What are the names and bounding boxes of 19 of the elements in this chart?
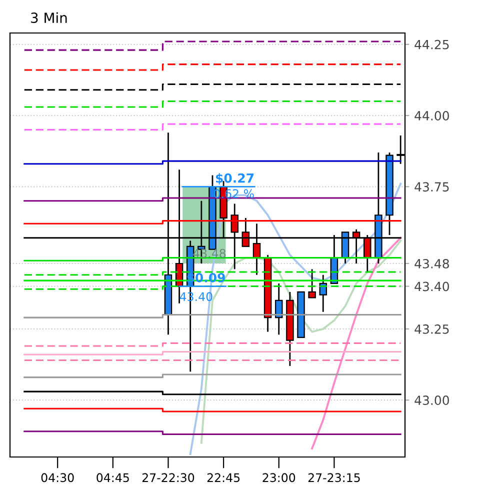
y-tick-label: 44.25 [414, 40, 449, 50]
line-series [311, 236, 402, 450]
candlestick [308, 268, 316, 298]
x-tick-label: 22:45 [207, 473, 240, 482]
x-tick-label: 04:30 [41, 473, 74, 482]
x-tick-label: 23:00 [262, 473, 296, 482]
y-tick-label: 44.00 [414, 110, 449, 120]
x-tick-label: 04:45 [96, 473, 129, 482]
y-tick-label: 43.25 [414, 324, 449, 334]
chart-title: 3 Min [31, 12, 67, 24]
candlestick [319, 274, 327, 313]
y-tick-label: 43.00 [414, 396, 449, 406]
y-tick-label: 43.40 [414, 282, 449, 292]
x-tick-label: 27-23:15 [308, 473, 360, 482]
annotation: $0.09 [187, 272, 225, 284]
y-tick-label: 43.48 [414, 258, 449, 268]
y-tick-label: 43.75 [414, 182, 449, 192]
x-tick-label: 27-22:30 [142, 473, 194, 482]
annotation: $0.27 [216, 173, 254, 184]
